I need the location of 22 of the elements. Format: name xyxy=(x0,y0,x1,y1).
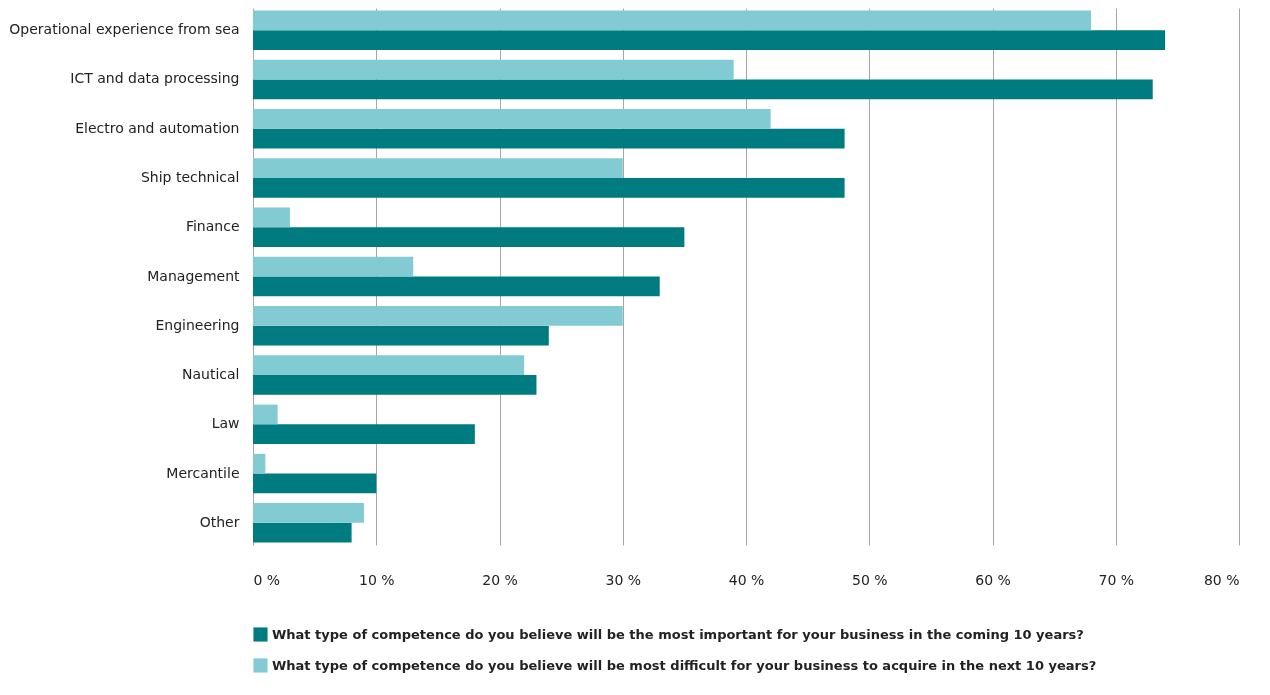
x-tick-label: 20 % xyxy=(482,571,518,588)
y-tick-label: Operational experience from sea xyxy=(9,21,240,38)
y-tick-label: Engineering xyxy=(155,316,240,333)
x-tick-label: 60 % xyxy=(975,571,1011,588)
y-tick-label: ICT and data processing xyxy=(70,70,240,87)
y-tick-label: Electro and automation xyxy=(75,119,240,136)
legend-label: What type of competence do you believe will be most difficult for your business to acquire in the next 10 years? xyxy=(272,657,1097,673)
y-tick-label: Ship technical xyxy=(140,168,240,185)
y-tick-label: Mercantile xyxy=(166,464,240,481)
x-tick-label: 80 % xyxy=(1203,571,1240,588)
x-tick-label: 10 % xyxy=(358,571,395,588)
y-tick-label: Nautical xyxy=(182,366,240,383)
x-tick-label: 0 % xyxy=(253,571,281,588)
y-tick-label: Law xyxy=(211,415,240,432)
y-tick-label: Other xyxy=(199,513,240,530)
legend-label: What type of competence do you believe will be the most important for your business in the coming 10 years? xyxy=(272,626,1084,642)
x-tick-label: 50 % xyxy=(851,571,888,588)
x-tick-label: 40 % xyxy=(728,571,765,588)
y-tick-label: Management xyxy=(147,267,240,284)
x-tick-label: 70 % xyxy=(1098,571,1135,588)
y-tick-label: Finance xyxy=(185,218,240,235)
x-tick-label: 30 % xyxy=(605,571,642,588)
